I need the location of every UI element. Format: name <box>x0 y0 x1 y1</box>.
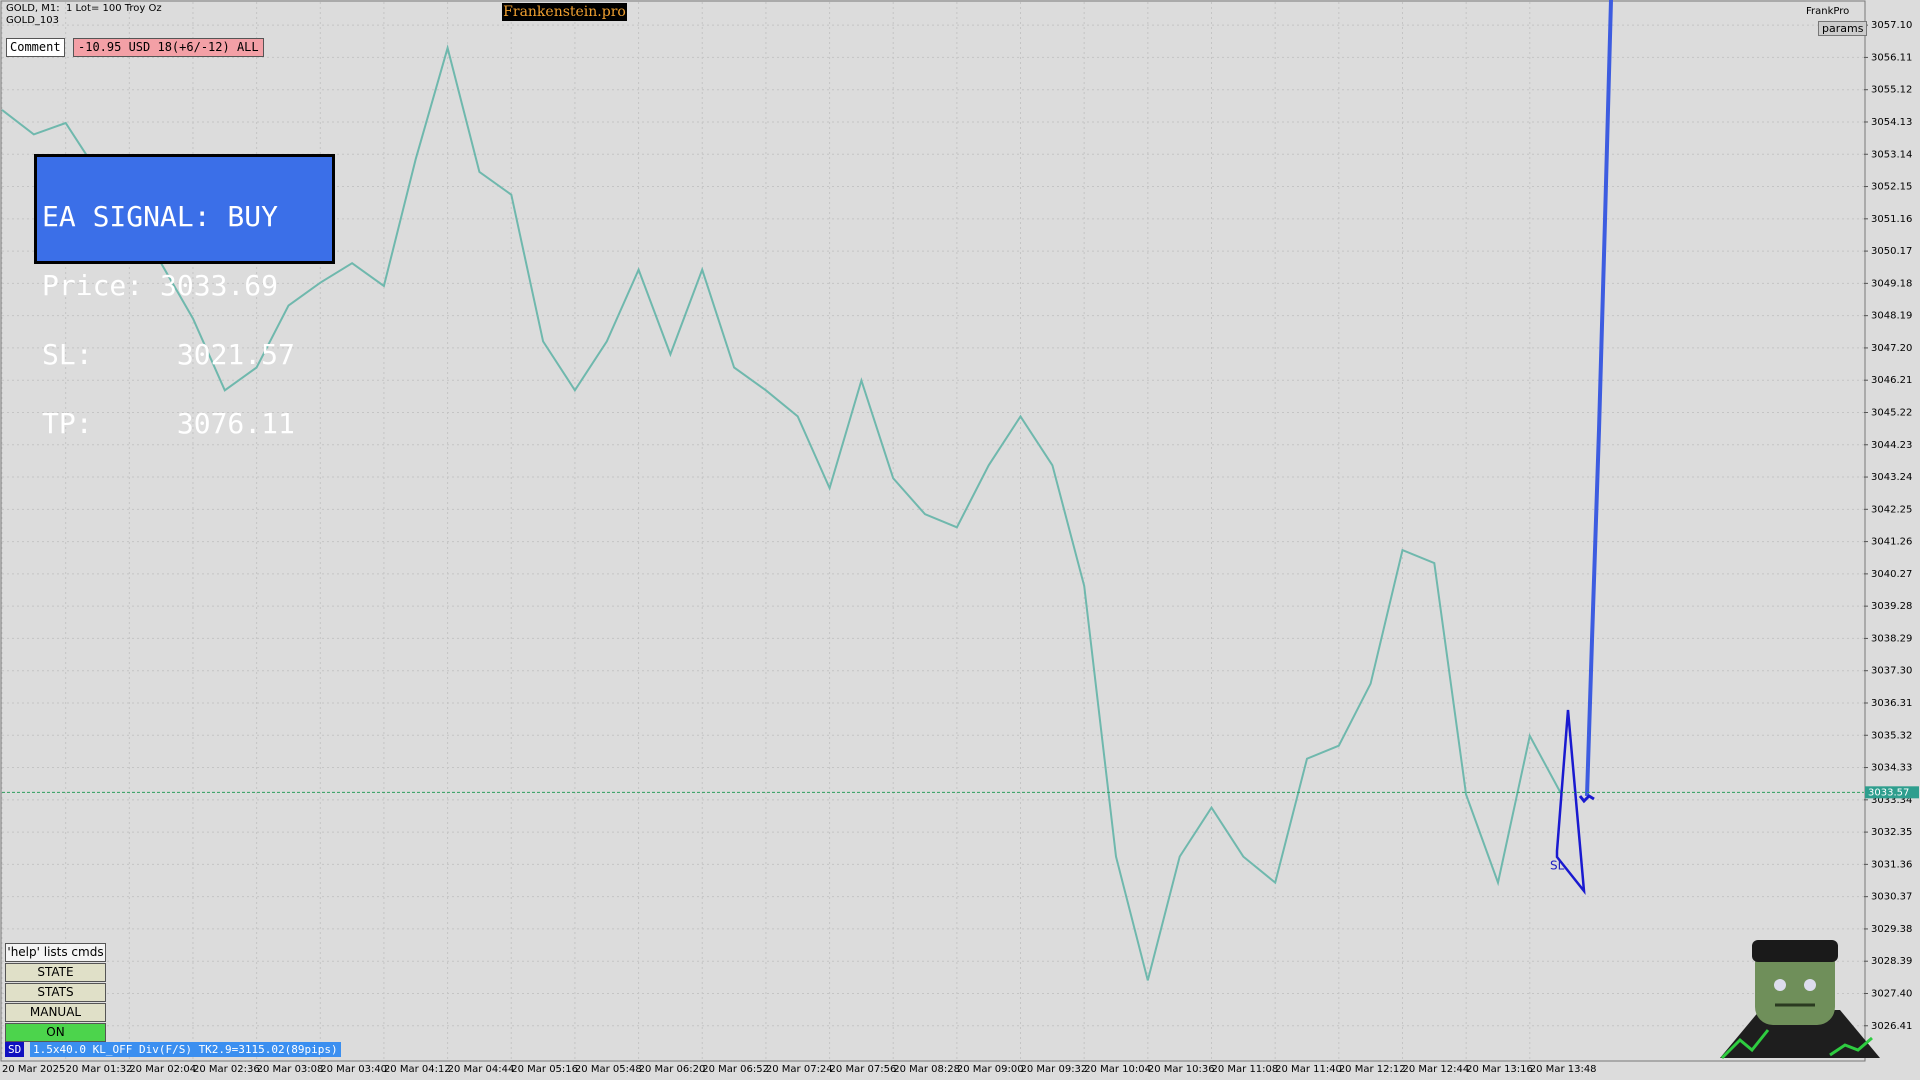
y-tick-label: 3030.37 <box>1871 892 1912 903</box>
x-tick-label: 20 Mar 12:44 <box>1402 1064 1469 1075</box>
x-tick-label: 20 Mar 04:44 <box>448 1064 515 1075</box>
signal-panel: EA SIGNAL: BUY Price: 3033.69 SL: 3021.5… <box>34 154 335 438</box>
signal-line: EA SIGNAL: BUY <box>42 200 279 233</box>
x-tick-label: 20 Mar 11:40 <box>1275 1064 1342 1075</box>
state-button[interactable]: STATE <box>5 963 106 982</box>
y-tick-label: 3052.15 <box>1871 182 1912 193</box>
y-tick-label: 3026.41 <box>1871 1021 1912 1032</box>
y-tick-label: 3047.20 <box>1871 343 1912 354</box>
y-tick-label: 3043.24 <box>1871 472 1912 483</box>
y-tick-label: 3050.17 <box>1871 246 1912 257</box>
y-tick-label: 3037.30 <box>1871 666 1912 677</box>
x-tick-label: 20 Mar 13:16 <box>1466 1064 1533 1075</box>
y-tick-label: 3044.23 <box>1871 440 1912 451</box>
x-tick-label: 20 Mar 02:36 <box>193 1064 260 1075</box>
comment-label: Comment <box>6 38 65 57</box>
y-tick-label: 3045.22 <box>1871 407 1912 418</box>
x-tick-label: 20 Mar 09:32 <box>1021 1064 1088 1075</box>
entry-mark <box>1578 794 1595 804</box>
y-tick-label: 3038.29 <box>1871 633 1912 644</box>
status-tag: SD <box>5 1042 25 1057</box>
status-bar: 1.5x40.0 KL_OFF Div(F/S) TK2.9=3115.02(8… <box>30 1042 341 1057</box>
x-tick-label: 20 Mar 06:52 <box>702 1064 769 1075</box>
y-tick-label: 3028.39 <box>1871 956 1912 967</box>
manual-button[interactable]: MANUAL <box>5 1003 106 1022</box>
x-tick-label: 20 Mar 11:08 <box>1212 1064 1279 1075</box>
y-tick-label: 3049.18 <box>1871 278 1912 289</box>
x-tick-label: 20 Mar 03:08 <box>257 1064 324 1075</box>
y-tick-label: 3036.31 <box>1871 698 1912 709</box>
stats-button[interactable]: STATS <box>5 983 106 1002</box>
help-button[interactable]: 'help' lists cmds <box>5 943 106 962</box>
x-tick-label: 20 Mar 13:48 <box>1530 1064 1597 1075</box>
y-tick-label: 3051.16 <box>1871 214 1912 225</box>
x-tick-label: 20 Mar 04:12 <box>384 1064 451 1075</box>
x-tick-label: 20 Mar 09:00 <box>957 1064 1024 1075</box>
y-tick-label: 3039.28 <box>1871 601 1912 612</box>
x-tick-label: 20 Mar 07:56 <box>830 1064 897 1075</box>
y-tick-label: 3027.40 <box>1871 988 1912 999</box>
params-button[interactable]: params <box>1818 21 1868 36</box>
y-tick-label: 3032.35 <box>1871 827 1912 838</box>
y-tick-label: 3033.34 <box>1871 795 1912 806</box>
x-tick-label: 20 Mar 07:24 <box>766 1064 833 1075</box>
y-tick-label: 3031.36 <box>1871 859 1912 870</box>
current-price-label: 3033.57 <box>1868 787 1909 798</box>
y-tick-label: 3034.33 <box>1871 763 1912 774</box>
y-tick-label: 3056.11 <box>1871 52 1912 63</box>
x-tick-label: 20 Mar 06:20 <box>639 1064 706 1075</box>
y-tick-label: 3057.10 <box>1871 20 1912 31</box>
x-tick-label: 20 Mar 03:40 <box>320 1064 387 1075</box>
y-tick-label: 3048.19 <box>1871 311 1912 322</box>
x-tick-label: 20 Mar 05:16 <box>511 1064 578 1075</box>
y-tick-label: 3055.12 <box>1871 85 1912 96</box>
tp-projection <box>1585 0 1613 797</box>
brand-label: Frankenstein.pro <box>502 3 627 21</box>
chart-title: GOLD, M1: 1 Lot= 100 Troy Oz <box>6 3 162 14</box>
signal-line: TP: 3076.11 <box>42 407 295 440</box>
x-tick-label: 20 Mar 02:04 <box>129 1064 196 1075</box>
x-tick-label: 20 Mar 08:28 <box>893 1064 960 1075</box>
on-button[interactable]: ON <box>5 1023 106 1042</box>
y-tick-label: 3035.32 <box>1871 730 1912 741</box>
x-tick-label: 20 Mar 05:48 <box>575 1064 642 1075</box>
x-tick-label: 20 Mar 10:36 <box>1148 1064 1215 1075</box>
y-tick-label: 3054.13 <box>1871 117 1912 128</box>
pnl-label: -10.95 USD 18(+6/-12) ALL <box>73 38 264 57</box>
y-tick-label: 3029.38 <box>1871 924 1912 935</box>
x-tick-label: 20 Mar 01:32 <box>66 1064 133 1075</box>
y-tick-label: 3041.26 <box>1871 537 1912 548</box>
price-line <box>1 44 1563 981</box>
mascot <box>1720 940 1880 1060</box>
sl-wedge <box>1555 709 1586 896</box>
y-tick-label: 3040.27 <box>1871 569 1912 580</box>
grid <box>1 2 1864 1060</box>
y-tick-label: 3042.25 <box>1871 504 1912 515</box>
x-tick-label: 20 Mar 12:12 <box>1339 1064 1406 1075</box>
y-tick-label: 3046.21 <box>1871 375 1912 386</box>
series <box>1 44 1563 981</box>
account-label: FrankPro <box>1806 6 1850 17</box>
x-tick-label: 20 Mar 10:04 <box>1084 1064 1151 1075</box>
chart-subtitle: GOLD_103 <box>6 15 59 26</box>
sl-label: SL <box>1550 859 1565 873</box>
x-tick-label: 20 Mar 2025 <box>2 1064 65 1075</box>
y-tick-label: 3053.14 <box>1871 149 1912 160</box>
signal-line: SL: 3021.57 <box>42 338 295 371</box>
signal-line: Price: 3033.69 <box>42 269 279 302</box>
plot-frame <box>0 0 1866 1062</box>
current-price-tag <box>1865 786 1919 799</box>
